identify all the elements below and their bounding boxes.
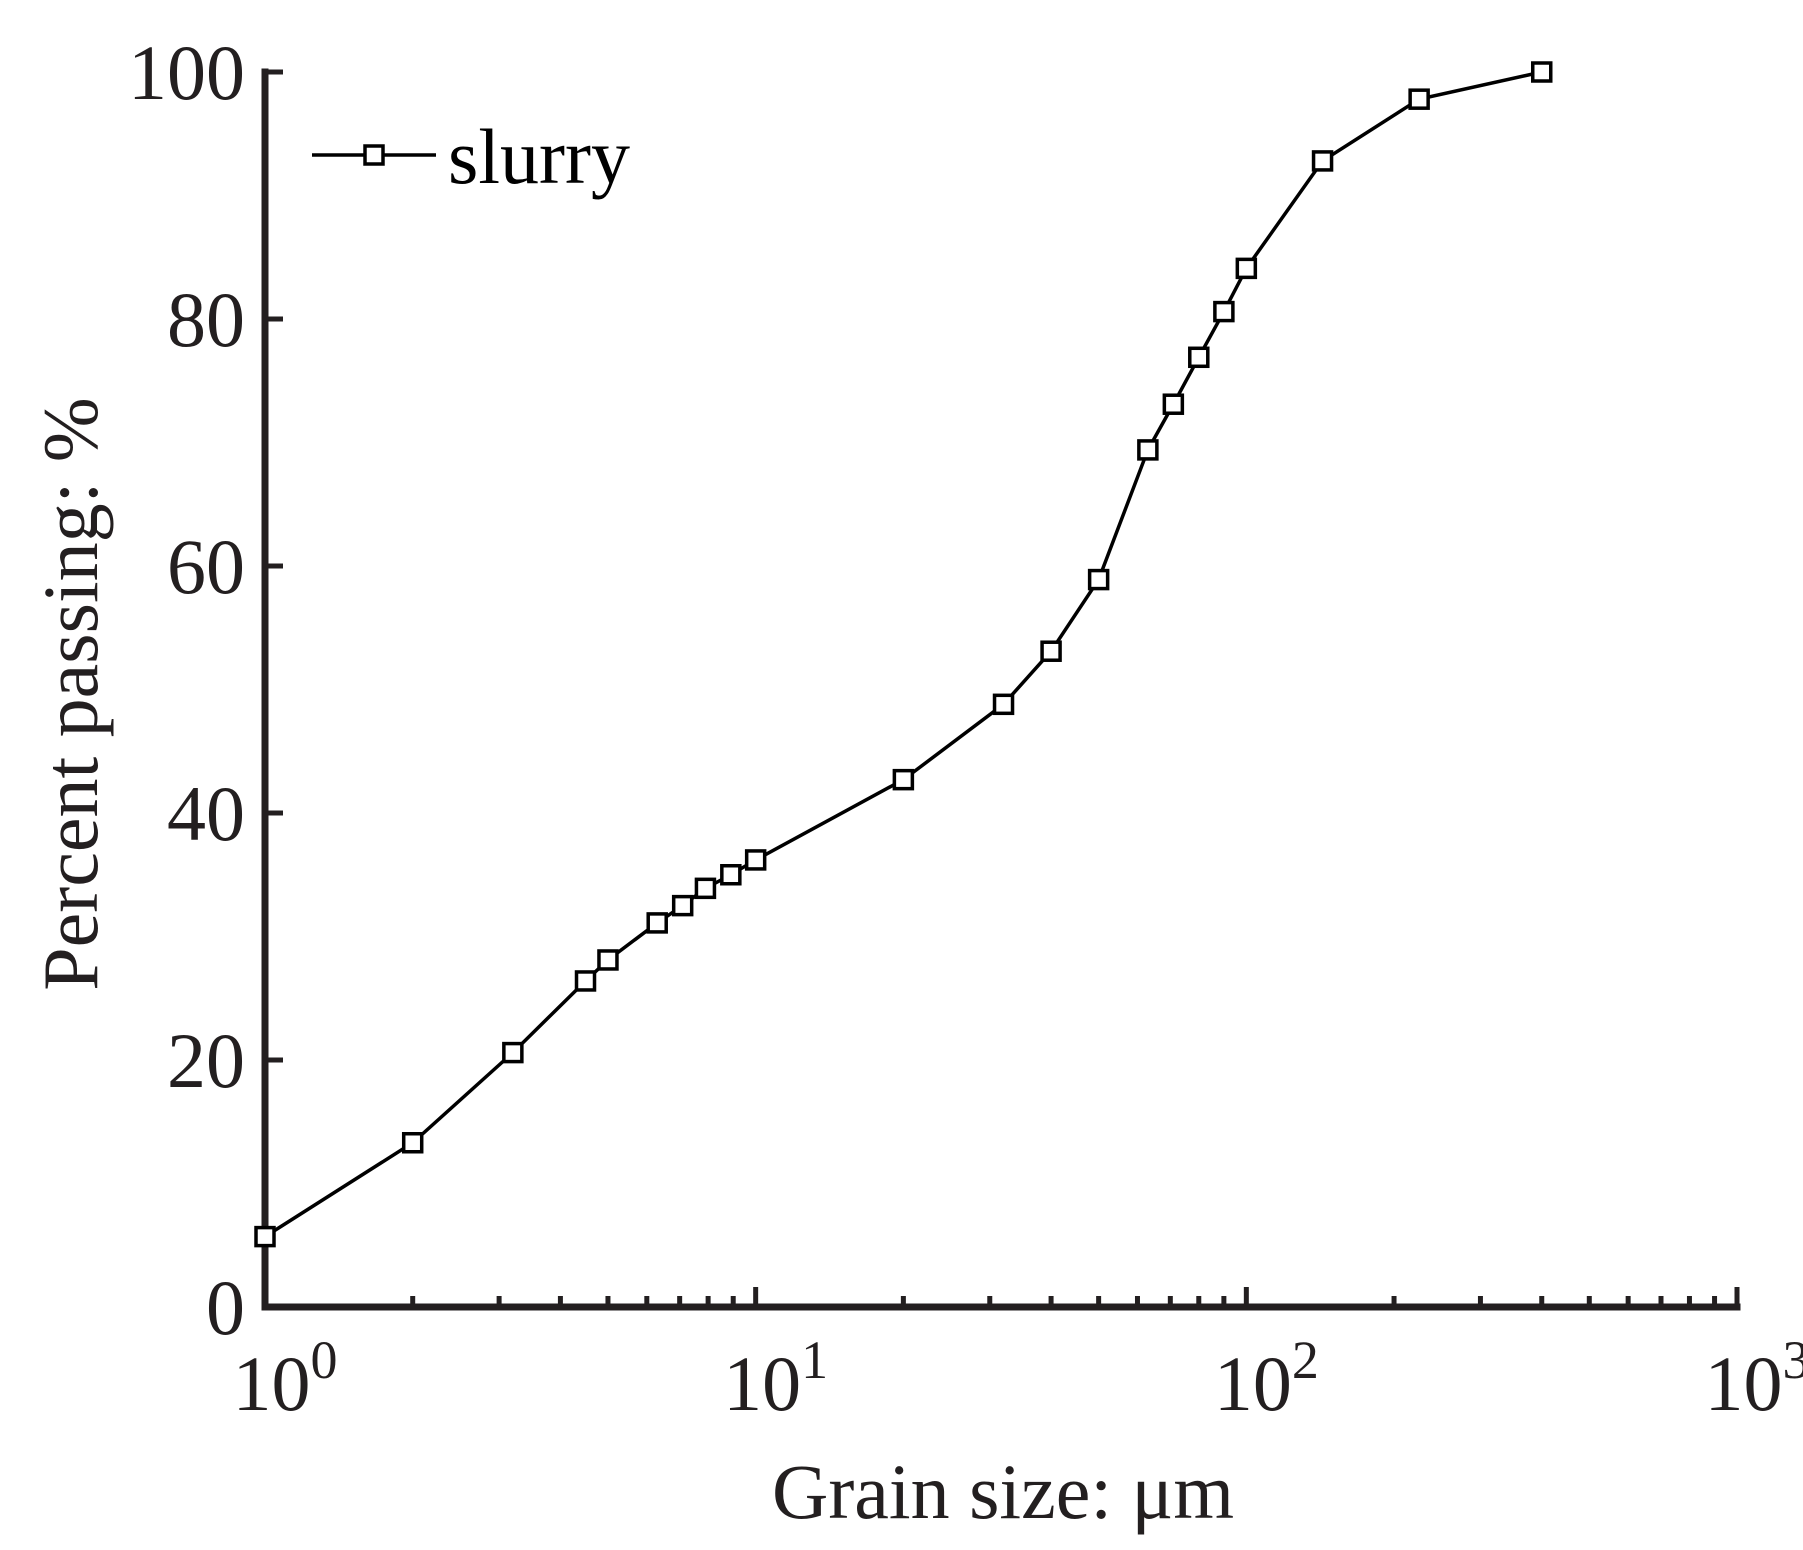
data-point (1087, 568, 1110, 591)
data-point (1530, 61, 1553, 83)
data-point (1213, 300, 1235, 323)
x-tick-label: 103 (1705, 1330, 1803, 1427)
legend-label: slurry (448, 113, 630, 200)
y-tick-label: 20 (167, 1017, 245, 1104)
data-point (502, 1041, 524, 1064)
data-point (1235, 257, 1258, 280)
data-point (1188, 346, 1210, 369)
series-line-slurry (264, 70, 1543, 1239)
y-tick-label: 60 (167, 523, 245, 610)
data-point (401, 1131, 424, 1154)
y-tick-label: 40 (167, 770, 245, 857)
data-point (744, 849, 767, 871)
data-point (1040, 640, 1062, 662)
x-tick-label: 100 (233, 1330, 338, 1427)
y-tick-label: 80 (167, 276, 245, 363)
y-tick-label: 100 (128, 29, 245, 116)
data-point (720, 864, 742, 886)
axes (261, 68, 1741, 1311)
x-axis-title: Grain size: μm (772, 1448, 1234, 1535)
data-point (992, 693, 1015, 716)
data-point (1408, 88, 1430, 110)
data-point (1162, 393, 1185, 415)
data-point (574, 970, 597, 992)
data-point (597, 949, 619, 971)
data-point (1137, 439, 1159, 461)
data-point (671, 894, 694, 917)
data-point (1311, 150, 1334, 172)
data-point (254, 1225, 276, 1248)
data-point (694, 877, 717, 900)
data-point (646, 912, 668, 934)
series-layer (254, 61, 1553, 1248)
legend-marker (363, 144, 385, 166)
x-tick-label: 101 (723, 1330, 828, 1427)
data-point (892, 768, 915, 791)
y-axis-title: Percent passing: % (27, 397, 114, 991)
tick-labels: 0 20 40 60 80 100 100 101 102 103 (128, 29, 1803, 1427)
axis-ticks (262, 69, 1740, 1310)
legend: slurry (312, 113, 630, 200)
x-tick-label: 102 (1214, 1330, 1319, 1427)
y-tick-label: 0 (206, 1264, 245, 1351)
